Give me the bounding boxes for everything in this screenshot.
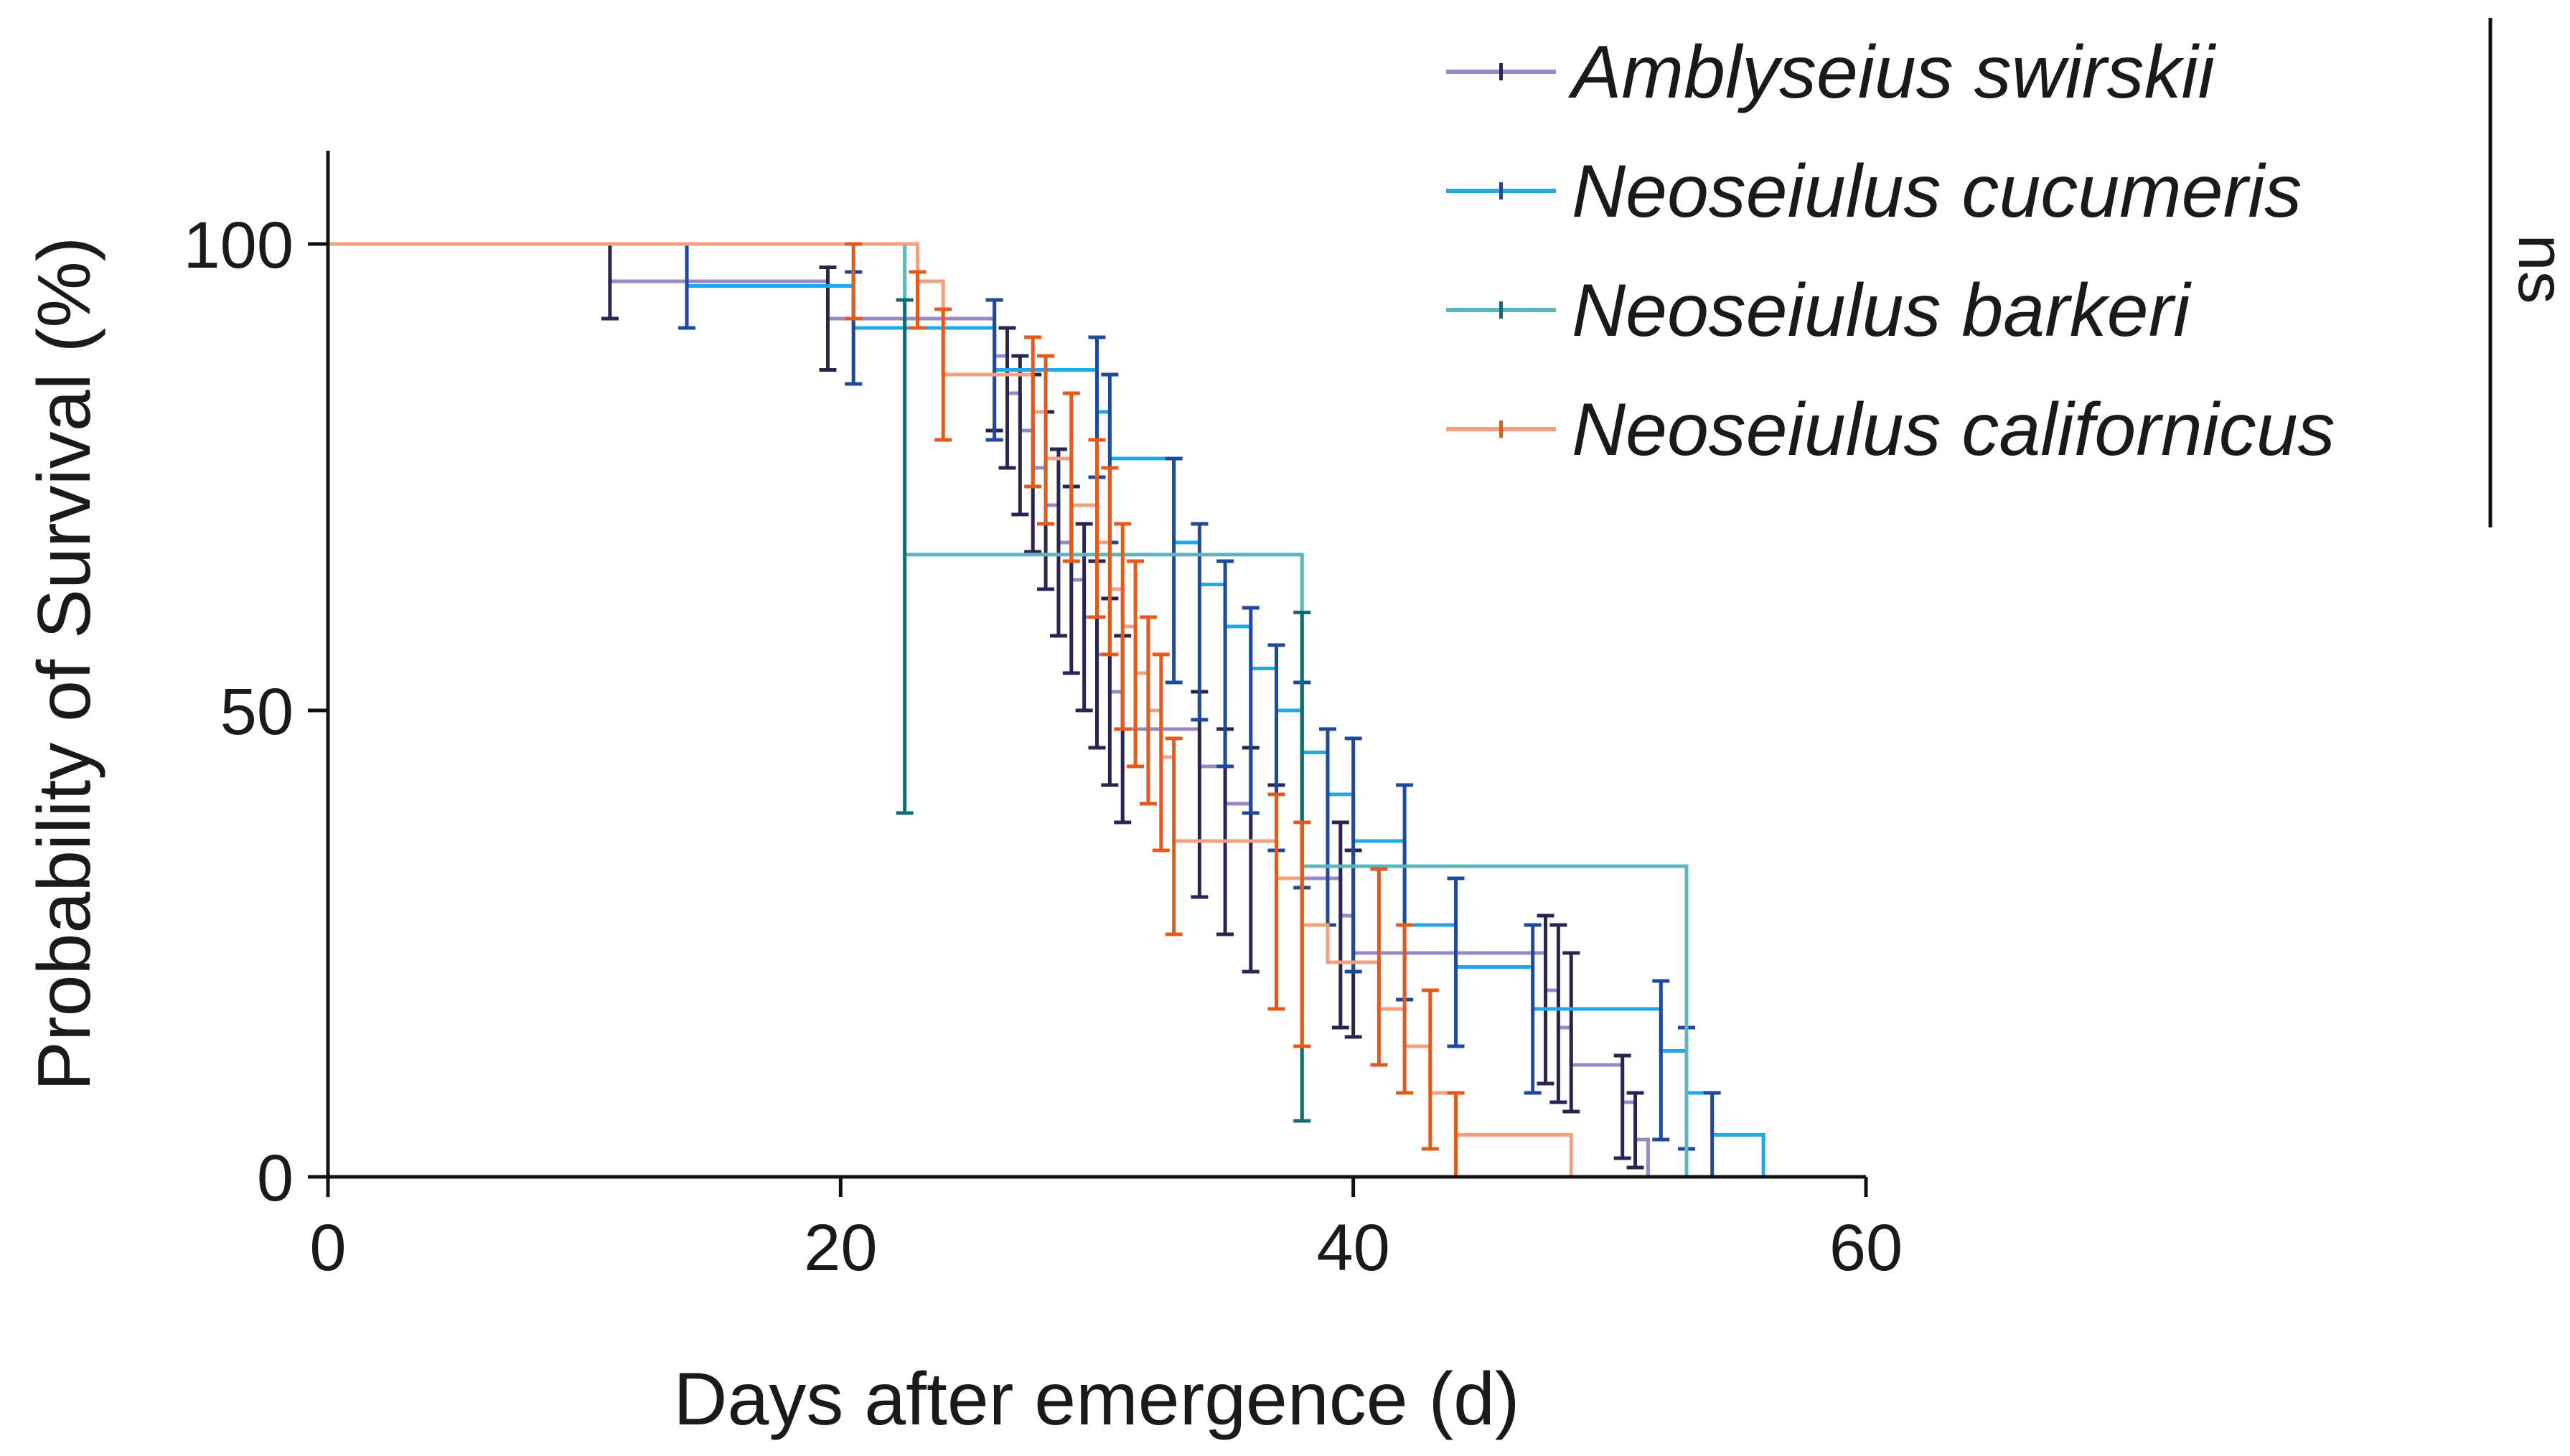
y-tick-label: 50: [220, 675, 294, 748]
plot-area: [328, 242, 1765, 1179]
x-tick-label: 0: [309, 1211, 346, 1284]
series-4: [328, 242, 1573, 1179]
y-axis-title: Probability of Survival (%): [23, 237, 106, 1091]
legend-item: Amblyseius swirskii: [1446, 31, 2217, 114]
survival-curve: [328, 242, 1650, 1177]
legend-label: Amblyseius swirskii: [1567, 31, 2217, 114]
axes: [326, 151, 1866, 1179]
y-tick-label: 100: [184, 209, 294, 282]
x-axis-title: Days after emergence (d): [673, 1358, 1519, 1441]
legend: Amblyseius swirskii Neoseiulus cucumeris N…: [1446, 31, 2335, 471]
legend-item: Neoseiulus barkeri: [1446, 269, 2192, 352]
legend-label: Neoseiulus californicus: [1572, 388, 2335, 471]
axis-ticks: 0 20 40 60 0 50 100: [184, 209, 1903, 1284]
legend-label: Neoseiulus barkeri: [1572, 269, 2192, 352]
x-tick-label: 40: [1316, 1211, 1389, 1284]
series-1: [328, 242, 1650, 1177]
significance-label: ns: [2505, 234, 2570, 304]
survival-curve: [328, 242, 1573, 1177]
x-tick-label: 20: [804, 1211, 877, 1284]
legend-item: Neoseiulus cucumeris: [1446, 150, 2302, 233]
x-tick-label: 60: [1829, 1211, 1903, 1284]
legend-item: Neoseiulus californicus: [1446, 388, 2335, 471]
legend-label: Neoseiulus cucumeris: [1572, 150, 2302, 233]
y-tick-label: 0: [257, 1142, 294, 1215]
